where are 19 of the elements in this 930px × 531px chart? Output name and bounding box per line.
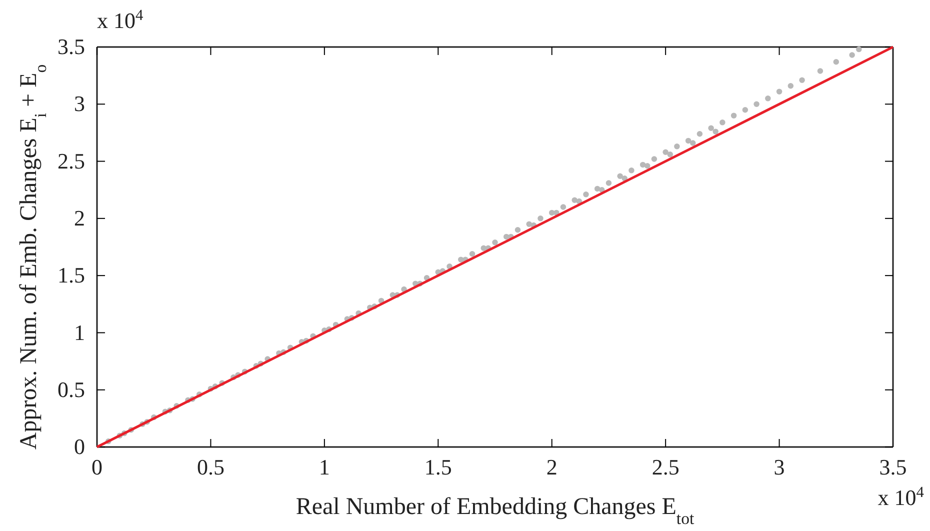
- text: x 10$^{4}$: [97, 6, 144, 33]
- x-tick-label: 1: [318, 454, 330, 480]
- x-tick-label: 0: [92, 454, 102, 480]
- x-tick-label: 3: [774, 454, 785, 480]
- x-axis-title: Real Number of Embedding Changes E$_{tot}$: [296, 494, 694, 528]
- y-tick-label: 2: [74, 205, 85, 230]
- y-tick-label: 3.5: [58, 34, 85, 60]
- y-tick-label: 1.5: [58, 262, 85, 288]
- y-tick-label: 0: [74, 434, 85, 460]
- y-tick-label: 1: [74, 320, 85, 345]
- y-tick-label: 2.5: [58, 148, 85, 174]
- x-tick-label: 3.5: [879, 454, 907, 480]
- x-tick-label: 0.5: [196, 454, 224, 480]
- x-tick-label: 2: [546, 454, 558, 480]
- y-tick-label: 3: [74, 91, 85, 116]
- x-tick-label: 1.5: [424, 454, 452, 480]
- text: x 10$^{4}$: [878, 484, 924, 510]
- x-tick-label: 2.5: [652, 454, 680, 480]
- y-tick-label: 0.5: [58, 376, 85, 402]
